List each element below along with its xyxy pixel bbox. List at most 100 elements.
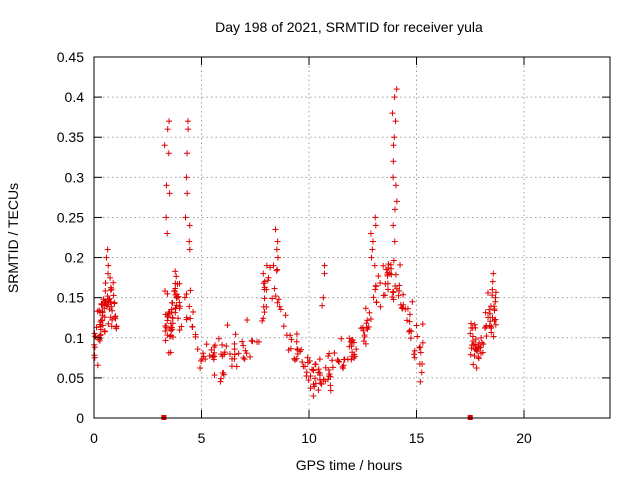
data-point (206, 352, 213, 359)
data-point (411, 347, 418, 354)
data-point (176, 299, 183, 306)
data-point (229, 355, 236, 362)
data-point (269, 295, 276, 302)
data-point (105, 262, 112, 269)
data-point (260, 315, 267, 322)
data-point (215, 335, 222, 342)
data-point (406, 327, 413, 334)
data-point (274, 299, 281, 306)
data-point (491, 307, 498, 314)
data-point (176, 326, 183, 333)
data-point (105, 320, 112, 327)
data-point (468, 324, 475, 331)
data-point (101, 314, 108, 321)
data-point (172, 268, 179, 275)
data-point (102, 288, 109, 295)
data-point (364, 317, 371, 324)
data-point (184, 190, 191, 197)
data-point (264, 277, 271, 284)
data-point (287, 345, 294, 352)
data-point (418, 369, 425, 376)
data-point (470, 361, 477, 368)
data-point (391, 238, 398, 245)
data-point (162, 327, 169, 334)
data-point (472, 336, 479, 343)
data-point (163, 182, 170, 189)
x-tick-label: 15 (409, 430, 425, 446)
data-point (487, 318, 494, 325)
data-point (275, 296, 282, 303)
data-point (107, 284, 114, 291)
data-point (110, 279, 117, 286)
grid (94, 57, 610, 418)
data-point (305, 377, 312, 384)
data-point (407, 335, 414, 342)
data-point (199, 350, 206, 357)
data-point (316, 356, 323, 363)
x-tick-label: 5 (198, 430, 206, 446)
data-point (321, 262, 328, 269)
data-point (183, 316, 190, 323)
x-tick-label: 10 (301, 430, 317, 446)
data-point (304, 359, 311, 366)
x-axis-label: GPS time / hours (296, 457, 403, 473)
y-tick-label: 0.3 (65, 169, 85, 185)
data-point (372, 214, 379, 221)
data-point (163, 324, 170, 331)
data-point (231, 340, 238, 347)
data-point (364, 326, 371, 333)
data-point (261, 309, 268, 316)
data-point (254, 338, 261, 345)
data-point (164, 290, 171, 297)
data-point (261, 278, 268, 285)
data-point (375, 273, 382, 280)
data-point (391, 206, 398, 213)
data-point (389, 110, 396, 117)
data-point (287, 332, 294, 339)
data-point (404, 317, 411, 324)
data-point (410, 351, 417, 358)
data-point (487, 303, 494, 310)
data-point (93, 324, 100, 331)
data-point (393, 198, 400, 205)
data-point (349, 339, 356, 346)
data-point (218, 375, 225, 382)
data-point (390, 174, 397, 181)
data-point (384, 271, 391, 278)
data-point (488, 323, 495, 330)
data-point (174, 281, 181, 288)
data-point (101, 305, 108, 312)
data-point (315, 387, 322, 394)
data-point (488, 329, 495, 336)
data-point (166, 118, 173, 125)
data-point (161, 142, 168, 149)
data-point (467, 330, 474, 337)
data-point (107, 274, 114, 281)
data-point (469, 333, 476, 340)
data-points (91, 86, 499, 399)
data-point (362, 305, 369, 312)
data-point (316, 376, 323, 383)
data-point (327, 382, 334, 389)
data-point (107, 298, 114, 305)
data-point (396, 282, 403, 289)
data-point (492, 289, 499, 296)
data-point (389, 288, 396, 295)
data-point (341, 356, 348, 363)
y-tick-label: 0.25 (57, 209, 84, 225)
data-point (163, 214, 170, 221)
data-point (395, 292, 402, 299)
data-point (164, 230, 171, 237)
data-point (372, 222, 379, 229)
data-point (173, 302, 180, 309)
data-point (259, 317, 266, 324)
data-point (200, 353, 207, 360)
data-point (322, 364, 329, 371)
data-point (381, 292, 388, 299)
data-point (187, 315, 194, 322)
data-point (320, 294, 327, 301)
data-point (241, 356, 248, 363)
data-point (388, 265, 395, 272)
data-point (108, 286, 115, 293)
